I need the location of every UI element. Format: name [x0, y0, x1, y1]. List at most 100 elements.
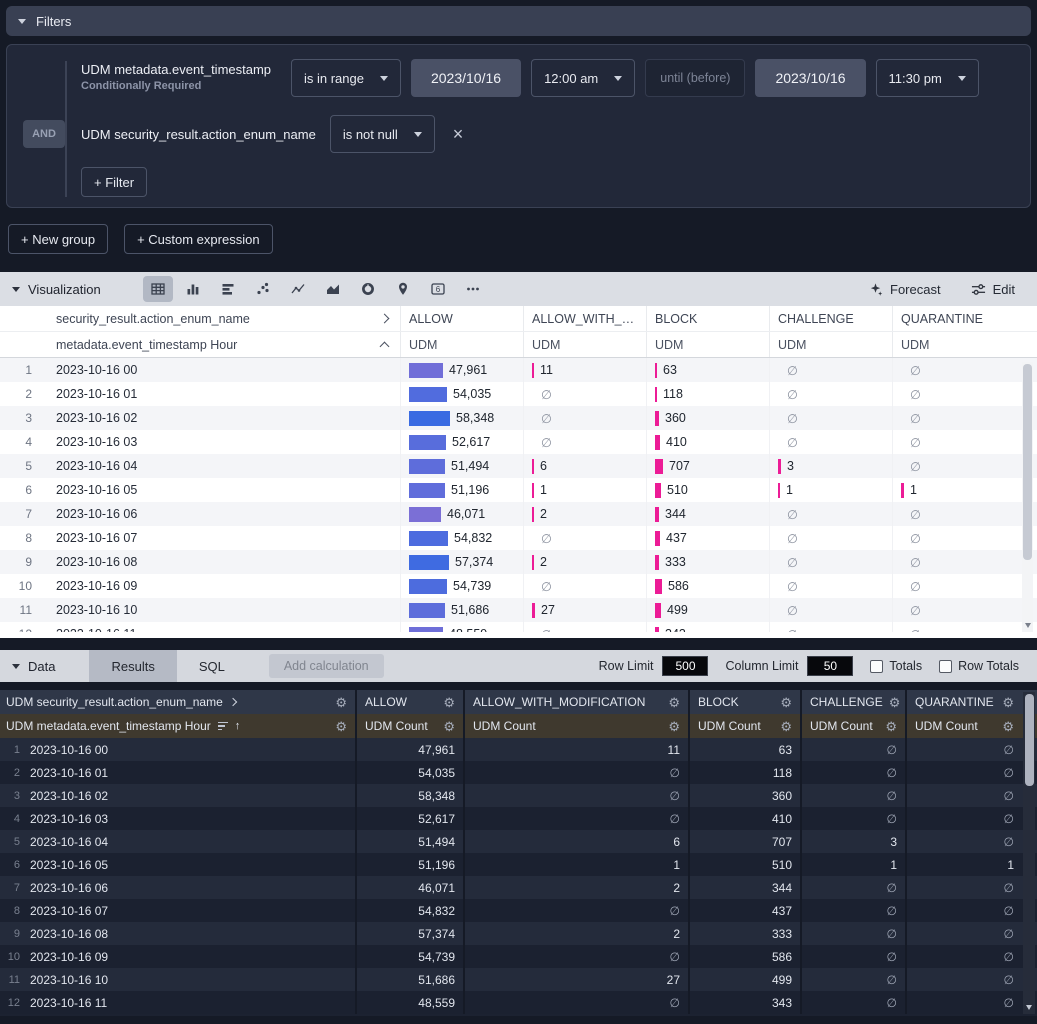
viz-measure-cell[interactable]: 343 — [646, 622, 769, 632]
viz-dimension-cell[interactable]: 2023-10-16 10 — [56, 603, 138, 617]
data-measure-cell[interactable]: 57,374 — [355, 922, 463, 945]
forecast-button[interactable]: Forecast — [868, 282, 941, 297]
data-measure-cell[interactable]: ∅ — [800, 784, 905, 807]
viz-dimension-cell[interactable]: 2023-10-16 11 — [44, 627, 400, 632]
data-pivot-header[interactable]: ALLOW_WITH_MODIFICATION ⚙ — [463, 690, 688, 714]
scroll-down-button[interactable] — [1023, 1000, 1035, 1014]
data-measure-cell[interactable]: ∅ — [800, 738, 905, 761]
scrollbar-thumb[interactable] — [1023, 364, 1032, 560]
data-measure-cell[interactable]: ∅ — [905, 738, 1022, 761]
viz-pivot-header[interactable]: CHALLENGE — [769, 306, 892, 331]
gear-icon[interactable]: ⚙ — [335, 718, 347, 734]
viz-measure-cell[interactable]: 360 — [646, 406, 769, 430]
viz-measure-header[interactable]: UDM — [769, 332, 892, 357]
data-measure-cell[interactable]: 54,832 — [355, 899, 463, 922]
viz-measure-cell[interactable]: ∅ — [769, 430, 892, 454]
data-pivot-header[interactable]: QUARANTINE ⚙ — [905, 690, 1022, 714]
viz-area-chart-icon[interactable] — [318, 276, 348, 302]
gear-icon[interactable]: ⚙ — [1002, 718, 1014, 734]
viz-measure-cell[interactable]: ∅ — [523, 430, 646, 454]
viz-dimension-cell[interactable]: 2023-10-16 02 — [56, 411, 138, 425]
viz-measure-cell[interactable]: 410 — [646, 430, 769, 454]
data-measure-cell[interactable]: ∅ — [463, 784, 688, 807]
data-measure-cell[interactable]: ∅ — [463, 899, 688, 922]
viz-measure-cell[interactable]: ∅ — [892, 430, 1015, 454]
add-calculation-button[interactable]: Add calculation — [268, 654, 384, 678]
viz-measure-cell[interactable]: 54,832 — [400, 526, 523, 550]
viz-measure-cell[interactable]: ∅ — [892, 622, 1015, 632]
viz-dimension-cell[interactable]: 2023-10-16 00 — [56, 363, 138, 377]
data-pivot-header[interactable]: CHALLENGE ⚙ — [800, 690, 905, 714]
viz-measure-cell[interactable]: 6 — [523, 454, 646, 478]
data-measure-header[interactable]: UDM Count ⚙ — [355, 714, 463, 738]
viz-dimension-cell[interactable]: 2023-10-16 03 — [56, 435, 138, 449]
filters-section-header[interactable]: Filters — [6, 6, 1031, 36]
viz-measure-cell[interactable]: 46,071 — [400, 502, 523, 526]
data-row-field-header[interactable]: UDM metadata.event_timestamp Hour ↑ ⚙ — [0, 714, 355, 738]
data-measure-cell[interactable]: 510 — [688, 853, 800, 876]
viz-dimension-cell[interactable]: 2023-10-16 06 — [56, 507, 138, 521]
data-measure-cell[interactable]: 63 — [688, 738, 800, 761]
gear-icon[interactable]: ⚙ — [668, 694, 680, 710]
viz-measure-cell[interactable]: ∅ — [892, 526, 1015, 550]
data-measure-cell[interactable]: 499 — [688, 968, 800, 991]
data-measure-cell[interactable]: 54,035 — [355, 761, 463, 784]
data-measure-cell[interactable]: 707 — [688, 830, 800, 853]
custom-expression-button[interactable]: + Custom expression — [124, 224, 273, 254]
gear-icon[interactable]: ⚙ — [888, 694, 901, 710]
viz-measure-cell[interactable]: 510 — [646, 478, 769, 502]
viz-measure-cell[interactable]: ∅ — [769, 358, 892, 382]
data-measure-cell[interactable]: 343 — [688, 991, 800, 1014]
data-dimension-cell[interactable]: 2023-10-16 10 — [30, 972, 109, 987]
data-measure-cell[interactable]: ∅ — [800, 968, 905, 991]
data-measure-header[interactable]: UDM Count ⚙ — [688, 714, 800, 738]
viz-more-icon[interactable] — [458, 276, 488, 302]
column-limit-input[interactable] — [807, 656, 854, 676]
data-measure-cell[interactable]: 27 — [463, 968, 688, 991]
data-measure-cell[interactable]: 51,494 — [355, 830, 463, 853]
data-measure-cell[interactable]: ∅ — [905, 991, 1022, 1014]
viz-measure-cell[interactable]: 54,739 — [400, 574, 523, 598]
data-measure-cell[interactable]: ∅ — [905, 807, 1022, 830]
viz-measure-cell[interactable]: 58,348 — [400, 406, 523, 430]
data-dimension-cell[interactable]: 2023-10-16 08 — [30, 926, 109, 941]
viz-measure-cell[interactable]: ∅ — [892, 598, 1015, 622]
viz-measure-cell[interactable]: ∅ — [892, 454, 1015, 478]
data-measure-header[interactable]: UDM Count ⚙ — [800, 714, 905, 738]
data-measure-cell[interactable]: 118 — [688, 761, 800, 784]
viz-measure-cell[interactable]: ∅ — [769, 526, 892, 550]
data-pivot-field-header[interactable]: UDM security_result.action_enum_name ⚙ — [0, 690, 355, 714]
data-measure-cell[interactable]: ∅ — [800, 899, 905, 922]
data-dimension-cell[interactable]: 2023-10-16 07 — [30, 903, 109, 918]
data-measure-cell[interactable]: ∅ — [463, 945, 688, 968]
data-measure-cell[interactable]: 1 — [800, 853, 905, 876]
data-measure-cell[interactable]: 2 — [463, 876, 688, 899]
viz-measure-cell[interactable]: ∅ — [769, 622, 892, 632]
viz-pivot-field-header[interactable]: security_result.action_enum_name — [0, 306, 400, 331]
data-measure-cell[interactable]: ∅ — [463, 807, 688, 830]
data-measure-cell[interactable]: 58,348 — [355, 784, 463, 807]
data-measure-cell[interactable]: 51,196 — [355, 853, 463, 876]
gear-icon[interactable]: ⚙ — [1002, 694, 1014, 710]
data-pivot-header[interactable]: ALLOW ⚙ — [355, 690, 463, 714]
row-totals-checkbox[interactable] — [939, 659, 953, 673]
data-dimension-cell[interactable]: 2023-10-16 01 — [30, 765, 109, 780]
viz-measure-cell[interactable]: ∅ — [769, 550, 892, 574]
viz-measure-cell[interactable]: 118 — [646, 382, 769, 406]
data-measure-cell[interactable]: ∅ — [905, 899, 1022, 922]
data-measure-cell[interactable]: 46,071 — [355, 876, 463, 899]
viz-measure-cell[interactable]: ∅ — [769, 406, 892, 430]
data-dimension-cell[interactable]: 2023-10-16 04 — [30, 834, 109, 849]
scroll-down-button[interactable] — [1022, 618, 1033, 632]
viz-measure-cell[interactable]: 51,686 — [400, 598, 523, 622]
data-measure-cell[interactable]: 2 — [463, 922, 688, 945]
data-measure-cell[interactable]: 586 — [688, 945, 800, 968]
viz-measure-cell[interactable]: 1 — [769, 478, 892, 502]
viz-measure-cell[interactable]: 52,617 — [400, 430, 523, 454]
gear-icon[interactable]: ⚙ — [443, 694, 455, 710]
data-measure-cell[interactable]: 3 — [800, 830, 905, 853]
data-measure-cell[interactable]: ∅ — [905, 784, 1022, 807]
viz-dimension-cell[interactable]: 2023-10-16 01 — [56, 387, 138, 401]
viz-table-icon[interactable] — [142, 276, 173, 302]
scrollbar-thumb[interactable] — [1024, 694, 1034, 786]
